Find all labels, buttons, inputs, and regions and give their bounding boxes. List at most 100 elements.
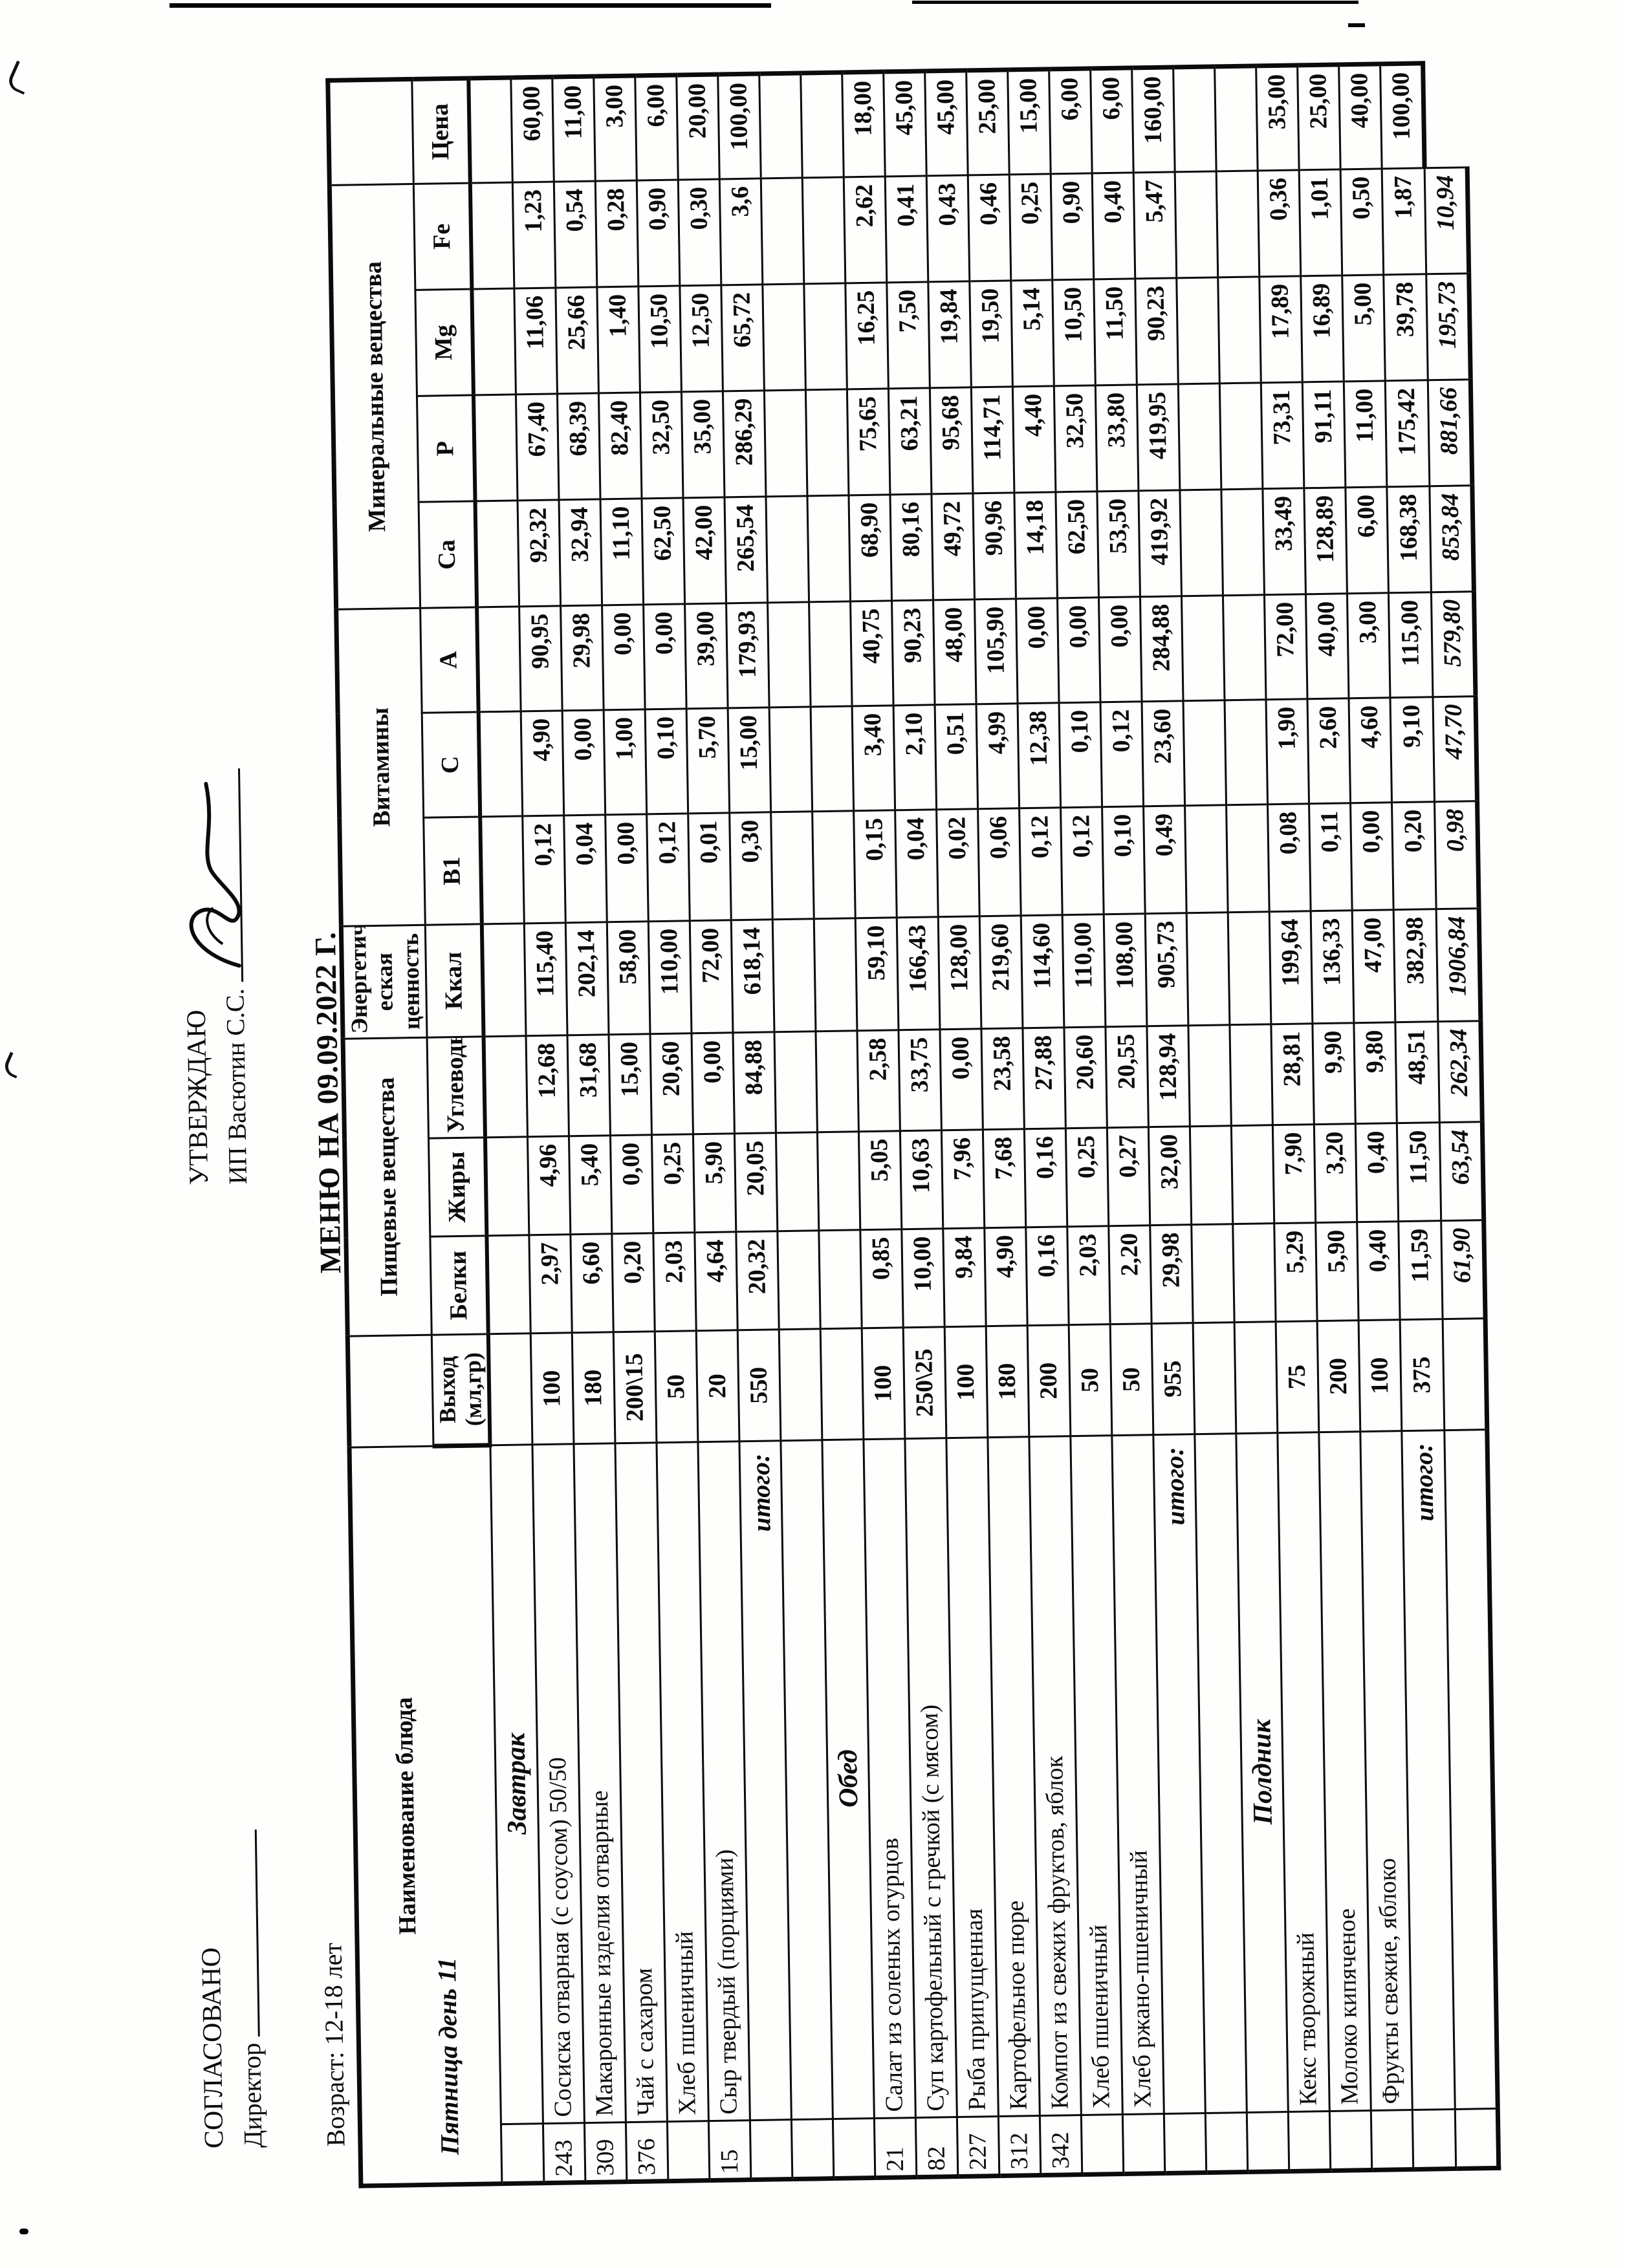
value-cell: 0,11 [1309,803,1353,911]
value-cell: 20,55 [1106,1026,1149,1128]
value-cell: 20,60 [1064,1026,1107,1129]
out-value-cell: 75 [1276,1321,1319,1433]
value-cell: 5,14 [1010,279,1054,387]
empty-cell [1191,1224,1235,1323]
value-cell: 25,00 [1297,64,1341,170]
value-cell: 4,99 [976,703,1020,809]
value-cell: 35,00 [681,391,725,498]
empty-cell [807,495,851,602]
value-cell: 63,21 [888,387,932,495]
empty-cell [474,394,518,501]
value-cell: 18,00 [842,71,886,177]
value-cell: 10,00 [901,1228,945,1328]
value-cell: 31,68 [567,1034,611,1136]
row-number-cell: 21 [874,2117,917,2178]
empty-cell [1205,2112,1248,2173]
row-number-cell [1455,2108,1499,2169]
value-cell: 0,00 [610,1134,653,1234]
total-value-cell: 265,54 [725,496,768,603]
grand-total-value-cell: 579,80 [1431,591,1476,697]
value-cell: 92,32 [518,499,561,607]
menu-table-body: Наименование блюда Пятница день 11 Пищев… [327,62,1499,2187]
value-cell: 0,28 [595,180,638,287]
value-cell: 6,00 [635,74,679,180]
signature-line [232,1829,260,2037]
value-cell: 11,00 [552,76,596,182]
total-value-cell: 100,00 [1380,63,1425,169]
out-value-cell: 50 [1110,1323,1153,1436]
value-cell: 110,00 [648,920,692,1034]
empty-cell [779,1328,823,1441]
value-cell: 0,10 [645,708,688,814]
empty-cell [483,1035,528,1138]
value-cell: 25,66 [555,286,599,394]
out-value-cell: 180 [572,1332,616,1444]
value-cell: 0,36 [1258,169,1301,277]
value-cell: 11,10 [600,498,644,605]
value-cell: 0,15 [853,810,897,918]
value-cell: 6,00 [1090,67,1134,173]
value-cell: 16,89 [1300,275,1344,382]
total-value-cell: 179,93 [726,602,770,708]
out-value-cell: 550 [737,1329,781,1442]
row-number-cell: 15 [708,2120,751,2181]
value-cell: 0,12 [1060,806,1104,915]
value-cell: 68,90 [849,494,892,601]
value-cell: 12,68 [526,1035,569,1137]
value-cell: 5,40 [569,1135,612,1235]
out-value-cell: 200 [1027,1324,1071,1437]
empty-cell [817,1131,860,1231]
empty-cell [486,1235,531,1334]
row-number-cell [1081,2114,1124,2175]
food-substances-header: Пищевые вещества [343,1037,432,1337]
total-value-cell: 618,14 [731,919,775,1033]
empty-cell [1188,1024,1232,1127]
out-value-cell: 180 [986,1325,1029,1438]
value-cell: 0,10 [1059,702,1102,808]
value-cell: 1,23 [512,181,556,288]
total-value-cell: 20,32 [736,1231,780,1330]
empty-cell [1232,1223,1276,1323]
value-cell: 15,00 [1007,69,1051,175]
value-cell: 5,70 [686,707,730,814]
value-cell: 0,00 [1016,598,1060,704]
director-label: Директор [230,1829,272,2148]
empty-cell [488,1333,533,1445]
value-cell: 75,65 [847,388,891,495]
value-cell: 4,96 [527,1136,571,1235]
empty-cell [803,283,847,390]
value-cell: 0,43 [926,175,970,282]
total-value-cell: 11,50 [1397,1122,1441,1222]
value-cell: 128,89 [1304,487,1347,594]
value-cell: 0,00 [643,603,687,709]
empty-cell [812,810,856,919]
value-cell: 4,64 [694,1231,738,1331]
price-header-spacer [327,79,414,186]
value-cell: 20,60 [650,1033,693,1135]
value-cell: 62,50 [1056,491,1099,598]
out-value-cell: 250\25 [903,1326,947,1439]
value-cell: 110,00 [1062,914,1106,1028]
value-cell: 0,25 [1009,173,1052,281]
value-cell: 2,97 [529,1234,573,1334]
value-cell: 1,90 [1266,698,1309,805]
value-cell: 60,00 [510,76,554,182]
value-cell: 0,51 [935,704,978,810]
empty-cell [772,918,816,1032]
value-cell: 80,16 [890,493,933,601]
name-col-label: Наименование блюда [390,1696,422,1935]
empty-cell [759,72,803,178]
total-value-cell: 128,94 [1147,1025,1190,1127]
value-cell: 2,03 [1067,1226,1111,1325]
total-value-cell: 5,47 [1133,171,1177,279]
value-cell: 1,40 [596,286,640,393]
value-cell: 7,90 [1272,1124,1316,1224]
scan-speck [19,2229,28,2234]
total-value-cell: 100,00 [717,73,761,179]
total-value-cell: 23,60 [1142,700,1185,806]
value-cell: 128,00 [938,916,982,1030]
grand-total-value-cell: 10,94 [1424,167,1469,274]
scan-edge-line [912,1,1358,4]
empty-cell [1221,488,1265,596]
value-cell: 95,68 [930,387,974,494]
